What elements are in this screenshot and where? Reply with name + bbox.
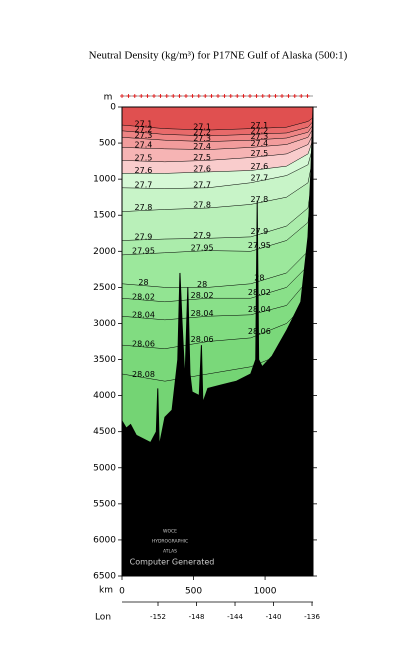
contour-label: 27.7	[135, 181, 153, 190]
contour-label: 27.95	[191, 243, 214, 252]
contour-label: 27.4	[193, 142, 211, 151]
y-tick-label: 0	[110, 103, 116, 113]
contour-label: 28	[254, 274, 264, 283]
contour-label: 27.5	[193, 153, 211, 162]
contour-label: 28.06	[248, 327, 271, 336]
contour-label: 27.2	[135, 125, 153, 134]
x2-tick-label: -136	[304, 613, 320, 621]
contour-label: 27.1	[193, 122, 211, 131]
watermark: HYDROGRAPHIC	[152, 539, 188, 545]
contour-label: 27.8	[193, 201, 211, 210]
contour-line	[121, 117, 314, 131]
y-tick-label: 2500	[93, 283, 116, 293]
seafloor-fill	[122, 107, 313, 576]
contour-label: 27.2	[250, 127, 268, 136]
contour-label: 27.7	[193, 180, 211, 189]
contour-line	[122, 139, 314, 174]
seafloor-profile	[121, 106, 314, 447]
credit: Computer Generated	[130, 558, 215, 567]
y-tick-label: 4000	[93, 391, 116, 401]
watermark: WOCE	[163, 529, 177, 535]
y-tick-label: 500	[99, 139, 116, 149]
contour-label: 28.06	[132, 339, 155, 348]
y-tick-label: 3500	[93, 355, 116, 365]
contour-label: 27.5	[250, 149, 268, 158]
y-tick-label: 1500	[93, 211, 116, 221]
contour-label: 28.04	[132, 311, 155, 320]
contour-label: 27.6	[193, 165, 211, 174]
contour-label: 27.1	[250, 121, 268, 130]
x-axis-label: km	[99, 586, 113, 596]
chart-title: Neutral Density (kg/m³) for P17NE Gulf o…	[89, 50, 348, 62]
contour-line	[121, 146, 314, 189]
y-tick-label: 5000	[93, 463, 116, 473]
y-tick-label: 5500	[93, 499, 116, 509]
contour-label: 28.04	[248, 305, 271, 314]
contour-label: 27.3	[135, 131, 153, 140]
contour-label: 27.2	[193, 128, 211, 137]
contour-label: 27.95	[132, 246, 155, 255]
contour-label: 28.02	[248, 288, 271, 297]
contour-label: 27.9	[135, 232, 153, 241]
contour-label: 27.4	[135, 141, 153, 150]
plot-area: 27.1 27.1 27.127.2 27.2 27.227.3 27.3 27.327.4…	[121, 106, 314, 576]
contour-label: 27.6	[135, 166, 153, 175]
contour-line	[121, 182, 314, 256]
contour-label: 28	[197, 280, 207, 289]
y-tick-label: 6000	[93, 535, 116, 545]
y-tick-label: 3000	[93, 319, 116, 329]
x2-tick-label: -144	[227, 613, 243, 621]
contour-label: 27.7	[250, 174, 268, 183]
contour-line	[121, 171, 314, 241]
x2-tick-label: -148	[189, 613, 205, 621]
contour-label: 28.04	[191, 309, 214, 318]
contour-line	[121, 157, 314, 212]
contour-label: 28.08	[132, 370, 155, 379]
contour-label: 28.02	[132, 293, 155, 302]
contour-label: 27.9	[250, 227, 268, 236]
watermark: ATLAS	[163, 549, 177, 555]
contour-label: 27.4	[250, 139, 268, 148]
contour-label: 27.5	[135, 154, 153, 163]
plot-frame	[121, 106, 314, 577]
contour-label: 28.02	[191, 291, 214, 300]
contour-label: 27.1	[135, 119, 153, 128]
x2-tick-label: -140	[266, 613, 282, 621]
contour-label: 27.3	[193, 134, 211, 143]
x2-tick-label: -152	[150, 613, 166, 621]
contour-label: 28	[138, 278, 148, 287]
x-tick-label: 0	[119, 587, 125, 597]
x-tick-label: 500	[185, 587, 202, 597]
station-row	[120, 94, 313, 98]
y-tick-label: 2000	[93, 247, 116, 257]
contour-label: 27.95	[248, 241, 271, 250]
y-tick-label: 1000	[93, 175, 116, 185]
contour-label: 27.6	[250, 162, 268, 171]
y-axis-label: m	[104, 93, 113, 103]
contour-label: 27.8	[135, 203, 153, 212]
x-tick-label: 1000	[254, 587, 277, 597]
contour-line	[121, 124, 314, 142]
contour-line	[121, 134, 314, 163]
contour-line	[121, 121, 314, 137]
contour-label: 27.9	[193, 231, 211, 240]
y-tick-label: 4500	[93, 427, 116, 437]
y-tick-label: 6500	[93, 572, 116, 582]
contour-label: 27.3	[250, 132, 268, 141]
contour-line	[121, 128, 314, 150]
contour-label: 27.8	[250, 195, 268, 204]
contour-label: 28.06	[191, 335, 214, 344]
x2-axis-label: Lon	[95, 613, 111, 623]
